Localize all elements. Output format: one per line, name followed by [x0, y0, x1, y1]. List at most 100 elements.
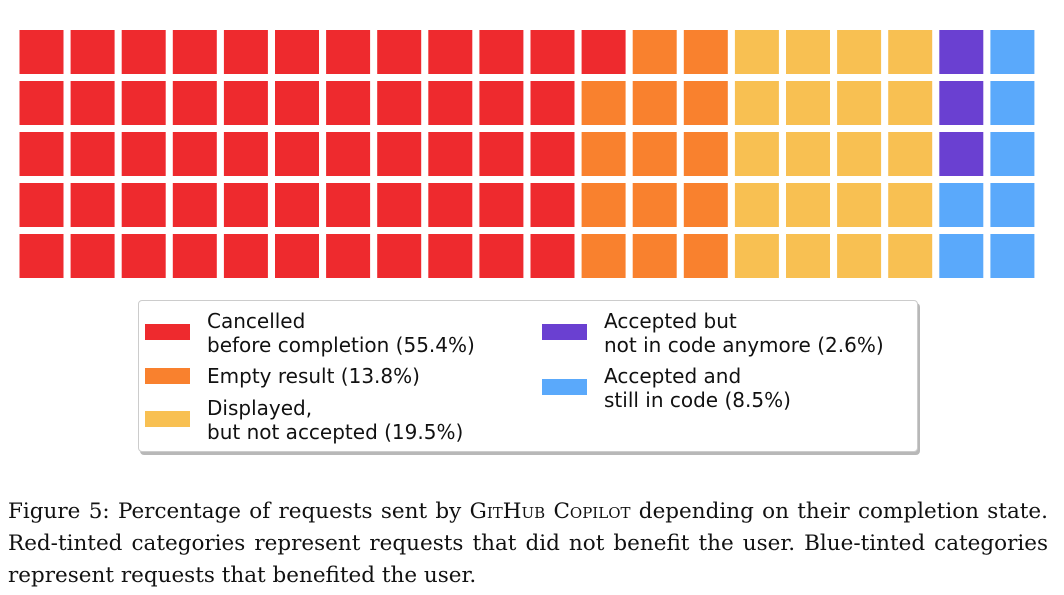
- waffle-square: [223, 30, 268, 74]
- waffle-square: [581, 81, 626, 125]
- legend-label-cancelled: Cancelled before completion (55.4%): [207, 309, 475, 357]
- waffle-square: [326, 234, 371, 278]
- caption-prefix: Figure 5: Percentage of requests sent by: [8, 499, 470, 524]
- waffle-square: [530, 81, 575, 125]
- waffle-square: [19, 183, 64, 227]
- waffle-square: [19, 132, 64, 176]
- waffle-square: [121, 234, 166, 278]
- waffle-square: [939, 81, 984, 125]
- waffle-square: [888, 30, 933, 74]
- waffle-square: [377, 183, 422, 227]
- waffle-square: [786, 234, 830, 278]
- waffle-square: [275, 183, 319, 227]
- waffle-square: [683, 30, 728, 74]
- waffle-square: [632, 183, 677, 227]
- waffle-square: [121, 183, 166, 227]
- waffle-square: [172, 81, 217, 125]
- waffle-square: [632, 30, 677, 74]
- waffle-square: [479, 30, 524, 74]
- waffle-square: [479, 234, 524, 278]
- legend-label-accepted-kept: Accepted and still in code (8.5%): [604, 364, 791, 412]
- waffle-square: [734, 132, 779, 176]
- waffle-square: [121, 30, 166, 74]
- waffle-square: [428, 183, 473, 227]
- waffle-square: [837, 234, 882, 278]
- waffle-square: [479, 132, 524, 176]
- waffle-square: [939, 30, 984, 74]
- waffle-square: [786, 183, 830, 227]
- waffle-square: [581, 234, 626, 278]
- waffle-square: [428, 81, 473, 125]
- legend-label-accepted-removed: Accepted but not in code anymore (2.6%): [604, 309, 884, 357]
- waffle-square: [632, 132, 677, 176]
- waffle-square: [888, 234, 933, 278]
- waffle-square: [326, 132, 371, 176]
- figure-caption: Figure 5: Percentage of requests sent by…: [8, 496, 1048, 592]
- waffle-square: [326, 183, 371, 227]
- waffle-square: [172, 30, 217, 74]
- waffle-square: [990, 81, 1035, 125]
- waffle-square: [70, 183, 115, 227]
- waffle-square: [990, 132, 1035, 176]
- waffle-square: [223, 81, 268, 125]
- waffle-square: [734, 234, 779, 278]
- waffle-square: [275, 132, 319, 176]
- waffle-square: [223, 234, 268, 278]
- waffle-square: [632, 81, 677, 125]
- waffle-square: [428, 30, 473, 74]
- waffle-square: [939, 132, 984, 176]
- waffle-square: [786, 132, 830, 176]
- waffle-square: [837, 81, 882, 125]
- waffle-square: [428, 234, 473, 278]
- waffle-square: [632, 234, 677, 278]
- waffle-square: [479, 81, 524, 125]
- legend-label-empty: Empty result (13.8%): [207, 364, 420, 388]
- waffle-square: [990, 183, 1035, 227]
- waffle-square: [479, 183, 524, 227]
- waffle-square: [581, 30, 626, 74]
- waffle-square: [683, 183, 728, 227]
- waffle-square: [121, 132, 166, 176]
- waffle-square: [990, 30, 1035, 74]
- waffle-square: [377, 132, 422, 176]
- waffle-square: [275, 30, 319, 74]
- waffle-square: [888, 81, 933, 125]
- waffle-square: [377, 81, 422, 125]
- waffle-square: [223, 183, 268, 227]
- waffle-square: [786, 30, 830, 74]
- waffle-square: [734, 81, 779, 125]
- waffle-square: [19, 234, 64, 278]
- waffle-square: [275, 81, 319, 125]
- waffle-square: [734, 183, 779, 227]
- waffle-square: [939, 234, 984, 278]
- waffle-square: [377, 30, 422, 74]
- waffle-square: [19, 30, 64, 74]
- waffle-square: [581, 183, 626, 227]
- waffle-square: [70, 81, 115, 125]
- legend-swatch-cancelled: [145, 324, 190, 340]
- waffle-square: [990, 234, 1035, 278]
- waffle-chart: [19, 30, 1035, 278]
- waffle-square: [275, 234, 319, 278]
- waffle-square: [837, 132, 882, 176]
- chart-legend: Cancelled before completion (55.4%) Empt…: [138, 300, 918, 452]
- waffle-square: [939, 183, 984, 227]
- legend-swatch-displayed: [145, 411, 190, 427]
- waffle-square: [70, 132, 115, 176]
- legend-swatch-accepted-removed: [542, 324, 587, 340]
- waffle-square: [377, 234, 422, 278]
- waffle-square: [683, 132, 728, 176]
- waffle-square: [530, 132, 575, 176]
- waffle-square: [888, 183, 933, 227]
- waffle-square: [172, 132, 217, 176]
- waffle-square: [326, 81, 371, 125]
- waffle-square: [326, 30, 371, 74]
- waffle-square: [223, 132, 268, 176]
- waffle-square: [19, 81, 64, 125]
- waffle-square: [837, 30, 882, 74]
- legend-label-displayed: Displayed, but not accepted (19.5%): [207, 396, 464, 444]
- caption-product-name: GitHub Copilot: [469, 499, 631, 524]
- waffle-square: [734, 30, 779, 74]
- waffle-square: [172, 183, 217, 227]
- waffle-square: [530, 30, 575, 74]
